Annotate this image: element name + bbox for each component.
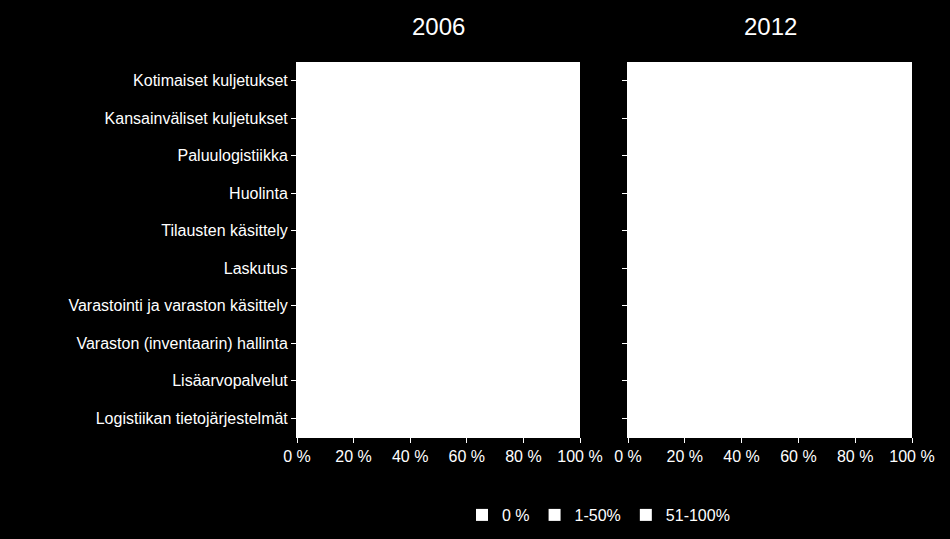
svg-text:Varastointi ja varaston käsitt: Varastointi ja varaston käsittely (68, 297, 287, 314)
svg-text:2012: 2012 (744, 13, 797, 40)
svg-text:Laskutus: Laskutus (224, 260, 288, 277)
svg-text:20 %: 20 % (667, 448, 703, 465)
svg-text:0 %: 0 % (614, 448, 642, 465)
svg-text:Kansainväliset kuljetukset: Kansainväliset kuljetukset (105, 110, 289, 127)
svg-text:40 %: 40 % (392, 448, 428, 465)
svg-text:Varaston (inventaarin) hallint: Varaston (inventaarin) hallinta (76, 335, 287, 352)
svg-text:60 %: 60 % (780, 448, 816, 465)
svg-text:0 %: 0 % (283, 448, 311, 465)
svg-text:60 %: 60 % (449, 448, 485, 465)
svg-text:100 %: 100 % (557, 448, 602, 465)
svg-text:20 %: 20 % (335, 448, 371, 465)
svg-text:40 %: 40 % (723, 448, 759, 465)
svg-text:2006: 2006 (412, 13, 465, 40)
svg-text:Lisäarvopalvelut: Lisäarvopalvelut (172, 372, 288, 389)
svg-text:80 %: 80 % (505, 448, 541, 465)
svg-text:Logistiikan tietojärjestelmät: Logistiikan tietojärjestelmät (96, 410, 289, 427)
svg-text:Paluulogistiikka: Paluulogistiikka (178, 147, 288, 164)
svg-text:Huolinta: Huolinta (229, 185, 288, 202)
svg-text:51-100%: 51-100% (666, 507, 730, 524)
svg-text:0 %: 0 % (502, 507, 530, 524)
svg-text:Tilausten käsittely: Tilausten käsittely (161, 222, 288, 239)
svg-text:100 %: 100 % (889, 448, 934, 465)
svg-text:80 %: 80 % (837, 448, 873, 465)
svg-text:Kotimaiset kuljetukset: Kotimaiset kuljetukset (133, 72, 288, 89)
svg-text:1-50%: 1-50% (575, 507, 621, 524)
